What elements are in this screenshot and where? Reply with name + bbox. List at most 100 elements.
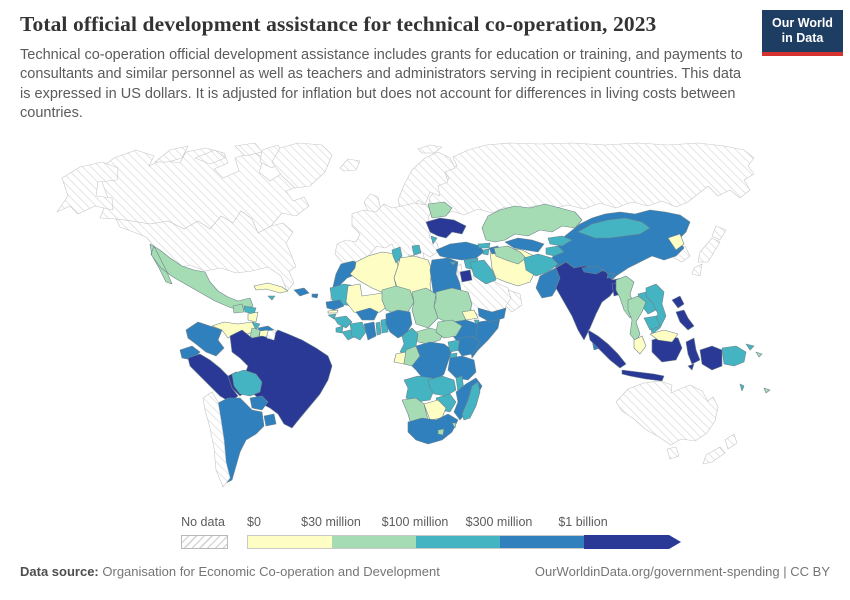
country-brazil[interactable] [227,329,333,429]
country-yemen[interactable] [477,307,507,323]
footer-links: OurWorldinData.org/government-spending |… [535,564,830,579]
country-scandinavia[interactable] [397,151,456,216]
country-cuba[interactable] [253,282,289,294]
country-tajikistan[interactable] [545,245,565,257]
country-paraguay[interactable] [249,395,269,411]
country-russia[interactable] [428,142,755,218]
country-alaska[interactable] [56,161,119,215]
country-kyrgyzstan[interactable] [547,235,573,247]
country-malaysia[interactable] [633,329,679,355]
country-gambia[interactable] [327,309,339,314]
country-kazakhstan[interactable] [481,203,583,243]
chart-footer: Data source: Organisation for Economic C… [20,564,830,579]
country-south-sudan[interactable] [435,319,463,339]
legend-bin-3[interactable] [416,535,500,549]
legend-tick-0: $0 [247,515,261,529]
country-nicaragua[interactable] [247,311,259,323]
country-oman[interactable] [505,289,523,313]
country-japan[interactable] [691,225,727,277]
country-french-guiana[interactable] [266,329,277,341]
country-arctic-islands[interactable] [154,142,286,169]
country-jordan[interactable] [459,269,473,283]
country-indonesia[interactable] [587,329,723,382]
legend-bin-1[interactable] [247,535,332,549]
country-zambia[interactable] [427,375,457,397]
country-ukraine[interactable] [425,217,467,239]
country-iceland[interactable] [339,158,361,172]
legend-no-data-swatch[interactable] [181,535,228,549]
country-sierra-leone[interactable] [335,325,344,334]
legend-color-bar [247,535,681,549]
footer-separator: | [783,564,787,579]
country-colombia[interactable] [185,321,225,357]
country-iraq[interactable] [469,259,497,285]
country-nepal[interactable] [581,265,605,275]
country-tasmania[interactable] [666,446,680,460]
country-madagascar[interactable] [461,381,481,421]
legend-tick-4: $1 billion [558,515,608,529]
country-mongolia[interactable] [577,217,651,239]
country-papua-new-guinea[interactable] [721,343,755,367]
country-tunisia[interactable] [391,246,403,264]
country-belarus[interactable] [427,201,453,219]
country-guatemala[interactable] [232,303,245,314]
country-burkina-faso[interactable] [355,307,379,321]
country-cote-divoire[interactable] [349,321,367,341]
country-cyprus[interactable] [449,261,457,266]
country-eswatini[interactable] [451,422,457,429]
country-greenland[interactable] [271,142,333,189]
country-kenya[interactable] [457,335,481,357]
country-philippines[interactable] [671,295,695,331]
country-georgia[interactable] [477,242,491,249]
country-uruguay[interactable] [263,413,277,427]
country-australia[interactable] [615,380,719,446]
country-new-zealand[interactable] [702,433,738,465]
country-afghanistan[interactable] [523,253,559,277]
country-turkmenistan[interactable] [493,245,527,265]
map-legend: No data $0 $30 million $100 million $300… [0,511,850,555]
country-ghana[interactable] [363,321,377,341]
country-south-africa[interactable] [407,413,459,445]
country-jamaica[interactable] [267,295,276,301]
country-chile[interactable] [202,391,231,488]
country-fiji[interactable] [763,387,771,394]
country-vietnam[interactable] [645,283,667,335]
license-badge[interactable]: CC BY [790,564,830,579]
country-senegal[interactable] [325,299,345,311]
legend-tick-1: $30 million [301,515,361,529]
country-hispaniola[interactable] [293,287,310,297]
country-svalbard[interactable] [417,144,443,154]
country-moldova[interactable] [430,235,438,245]
country-turkey[interactable] [435,241,485,261]
country-puerto-rico[interactable] [311,293,319,299]
legend-bin-5[interactable] [584,535,681,549]
country-vanuatu[interactable] [739,383,745,392]
country-guinea[interactable] [333,315,353,329]
country-north-korea[interactable] [667,233,685,251]
country-serbia[interactable] [411,244,422,256]
country-lesotho[interactable] [437,428,445,436]
country-armenia[interactable] [482,248,490,256]
legend-bin-4[interactable] [500,535,584,549]
country-thailand[interactable] [627,295,647,343]
country-eritrea[interactable] [461,309,479,321]
country-angola[interactable] [403,375,435,403]
country-uzbekistan[interactable] [504,237,545,253]
country-chad[interactable] [411,287,439,329]
country-tanzania[interactable] [447,355,477,381]
legend-bin-2[interactable] [332,535,416,549]
owid-logo[interactable]: Our World in Data [762,10,843,56]
country-bolivia[interactable] [231,369,263,397]
chart-subtitle: Technical co-operation official developm… [20,47,743,122]
country-solomon-islands[interactable] [755,351,763,358]
owid-url[interactable]: OurWorldinData.org/government-spending [534,564,780,579]
legend-tick-3: $300 million [465,515,533,529]
country-bhutan[interactable] [606,272,616,279]
country-peru[interactable] [187,353,239,403]
country-mexico[interactable] [149,243,254,312]
legend-no-data-label: No data [181,515,225,529]
country-botswana[interactable] [423,399,447,421]
country-cambodia[interactable] [643,315,661,331]
country-togo[interactable] [375,321,382,336]
